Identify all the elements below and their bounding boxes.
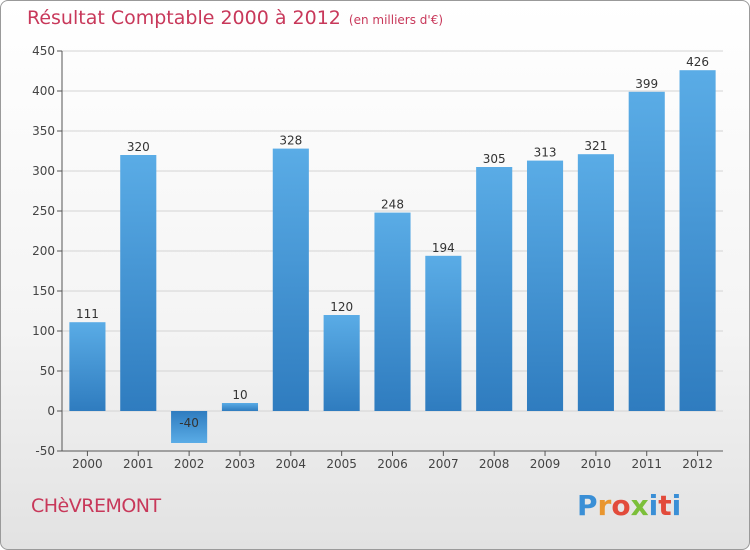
bar-2003	[221, 403, 259, 411]
data-label: 248	[381, 198, 404, 212]
bar-2010	[577, 154, 614, 411]
logo-letter: t	[658, 489, 672, 522]
town-name: CHèVREMONT	[31, 495, 161, 517]
chart-title: Résultat Comptable 2000 à 2012 (en millie…	[27, 7, 444, 29]
logo-letter: i	[648, 489, 659, 522]
data-label: 399	[635, 77, 658, 91]
y-tick-label: 150	[32, 284, 55, 298]
bar-2008	[476, 167, 513, 411]
data-label: 111	[76, 307, 99, 321]
y-tick-label: 350	[32, 124, 55, 138]
bar-2006	[374, 212, 411, 411]
data-label: 328	[279, 134, 302, 148]
y-tick-label: 250	[32, 204, 55, 218]
y-tick-label: 300	[32, 164, 55, 178]
data-label: -40	[179, 416, 199, 430]
data-label: 320	[127, 140, 150, 154]
bar-2005	[323, 315, 360, 411]
y-tick-label: 450	[32, 44, 55, 58]
x-tick-label: 2011	[631, 457, 662, 471]
x-tick-label: 2009	[530, 457, 561, 471]
x-tick-label: 2012	[682, 457, 713, 471]
x-tick-label: 2003	[225, 457, 256, 471]
data-label: 194	[432, 241, 455, 255]
logo-letter: x	[630, 489, 649, 522]
x-tick-label: 2004	[276, 457, 307, 471]
x-tick-label: 2002	[174, 457, 205, 471]
y-tick-label: 50	[40, 364, 55, 378]
data-label: 120	[330, 300, 353, 314]
y-tick-label: 100	[32, 324, 55, 338]
x-tick-label: 2005	[326, 457, 357, 471]
proxiti-logo: Proxiti	[577, 489, 681, 522]
logo-letter: i	[671, 489, 682, 522]
x-tick-label: 2008	[479, 457, 510, 471]
bar-2002	[171, 411, 208, 443]
y-tick-label: 0	[47, 404, 55, 418]
data-label: 426	[686, 55, 709, 69]
logo-letter: o	[611, 489, 631, 522]
chart-subtitle: (en milliers d'€)	[348, 13, 444, 27]
y-tick-label: -50	[35, 444, 55, 458]
bar-2001	[120, 155, 157, 411]
x-tick-label: 2006	[377, 457, 408, 471]
x-tick-label: 2000	[72, 457, 103, 471]
bar-2004	[272, 148, 309, 411]
logo-letter: P	[577, 489, 598, 522]
x-tick-label: 2001	[123, 457, 154, 471]
data-label: 321	[584, 139, 607, 153]
data-label: 305	[483, 152, 506, 166]
x-tick-label: 2007	[428, 457, 459, 471]
data-label: 10	[232, 388, 247, 402]
bar-2000	[69, 322, 106, 411]
x-tick-label: 2010	[581, 457, 612, 471]
logo-letter: r	[597, 489, 612, 522]
bar-2007	[425, 255, 462, 411]
bar-2009	[526, 160, 564, 411]
bar-2011	[628, 91, 665, 412]
bar-2012	[679, 70, 716, 411]
data-label: 313	[534, 146, 557, 160]
y-tick-label: 400	[32, 84, 55, 98]
y-tick-label: 200	[32, 244, 55, 258]
